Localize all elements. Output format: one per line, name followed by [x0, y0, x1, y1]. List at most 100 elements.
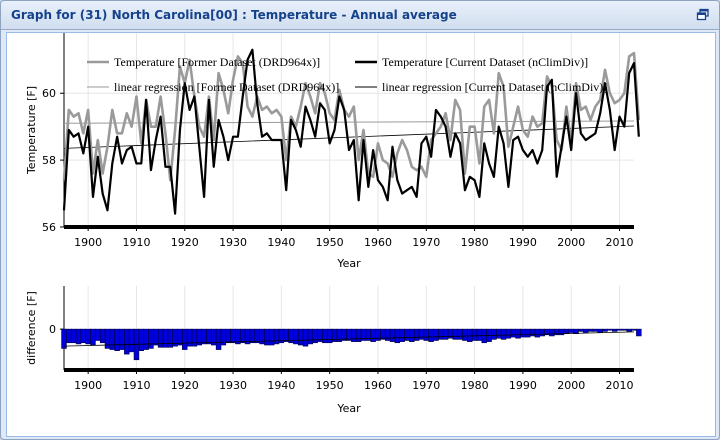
- difference-bar: [75, 328, 82, 345]
- difference-bar: [191, 328, 198, 347]
- difference-bar: [529, 328, 536, 337]
- difference-bar: [626, 328, 632, 332]
- x-tick-label: 1970: [412, 379, 440, 392]
- difference-bar: [462, 328, 468, 341]
- difference-bar: [148, 328, 154, 349]
- difference-bar: [240, 328, 246, 344]
- x-tick-label: 1940: [267, 379, 295, 392]
- series-current-temperature: [62, 48, 640, 215]
- window-titlebar[interactable]: Graph for (31) North Carolina[00] : Temp…: [1, 1, 719, 30]
- y-tick-label: 56: [42, 221, 56, 234]
- difference-bar: [95, 328, 101, 341]
- chart-panel: 56 58 60 Temperature [F] Temperature [Former…: [6, 32, 716, 437]
- x-tick-label: 2000: [557, 379, 585, 392]
- difference-chart: [60, 286, 642, 374]
- x-tick-label: 2010: [606, 236, 634, 249]
- difference-bar: [215, 328, 222, 350]
- x-tick-label: 1980: [461, 379, 489, 392]
- difference-bar: [384, 328, 391, 341]
- difference-bar: [109, 328, 116, 350]
- difference-bar: [428, 328, 434, 342]
- window-title: Graph for (31) North Carolina[00] : Temp…: [11, 8, 457, 22]
- x-tick-label: 1940: [267, 236, 295, 249]
- x-tick-label: 1910: [122, 379, 150, 392]
- difference-bar: [602, 328, 608, 332]
- difference-bar: [206, 328, 212, 345]
- difference-bar: [500, 328, 507, 340]
- difference-bar: [578, 328, 584, 332]
- difference-bar: [568, 328, 574, 333]
- difference-bar: [254, 328, 260, 344]
- difference-bar: [471, 328, 478, 341]
- difference-bar: [182, 328, 188, 350]
- difference-bar: [153, 328, 159, 346]
- x-tick-label: 1990: [509, 379, 537, 392]
- legend-entry: linear regression [Current Dataset (nCli…: [382, 80, 607, 94]
- difference-bar: [621, 328, 628, 331]
- difference-bar: [525, 328, 531, 338]
- difference-bar: [124, 328, 130, 355]
- difference-bar: [283, 328, 289, 342]
- difference-bar: [268, 328, 275, 346]
- difference-bar: [515, 328, 521, 339]
- difference-bar: [582, 328, 589, 333]
- difference-bar: [326, 328, 333, 344]
- difference-bar: [186, 328, 193, 347]
- difference-bar: [322, 328, 328, 344]
- difference-bar: [442, 328, 449, 340]
- difference-bar: [616, 328, 623, 331]
- x-tick-label: 1910: [122, 236, 150, 249]
- restore-window-icon[interactable]: [695, 7, 711, 23]
- difference-bar: [85, 328, 91, 345]
- difference-bar: [409, 328, 415, 342]
- x-tick-label: 1920: [171, 236, 199, 249]
- x-tick-label: 1930: [219, 236, 247, 249]
- chart-canvas: 56 58 60 Temperature [F] Temperature [Former…: [25, 33, 642, 415]
- difference-bar: [177, 328, 183, 346]
- difference-bar: [587, 328, 594, 332]
- difference-bar: [162, 328, 169, 348]
- difference-bar: [128, 328, 135, 353]
- x-tick-label: 1970: [412, 236, 440, 249]
- x-tick-label: 1980: [461, 236, 489, 249]
- difference-bar: [355, 328, 362, 342]
- difference-bar: [312, 328, 318, 344]
- y-tick-label: 58: [42, 154, 56, 167]
- difference-bar: [157, 328, 164, 348]
- difference-bar: [114, 328, 120, 352]
- x-axis-label: Year: [336, 257, 361, 270]
- regression-line-current: [63, 125, 635, 149]
- difference-bar: [510, 328, 516, 338]
- x-tick-label: 2010: [606, 379, 634, 392]
- difference-bar: [375, 328, 381, 341]
- difference-bar: [201, 328, 207, 345]
- legend-entry: Temperature [Current Dataset (nClimDiv)]: [382, 55, 588, 69]
- x-tick-label: 2000: [557, 236, 585, 249]
- difference-bar: [336, 328, 343, 342]
- difference-bar: [438, 328, 444, 340]
- x-tick-label: 1950: [316, 236, 344, 249]
- difference-regression-line: [63, 331, 635, 347]
- difference-bar: [264, 328, 270, 346]
- difference-bar: [273, 328, 280, 345]
- x-tick-label: 1900: [74, 379, 102, 392]
- difference-bar: [433, 328, 439, 341]
- series-former-temperature: [62, 51, 641, 182]
- difference-bar: [452, 328, 458, 340]
- difference-bar: [539, 328, 545, 337]
- difference-bar: [467, 328, 473, 342]
- legend-entry: linear regression [Former Dataset (DRD96…: [114, 80, 339, 94]
- difference-bar: [90, 328, 96, 346]
- difference-bar: [225, 328, 231, 344]
- difference-bar: [592, 328, 599, 332]
- difference-bar: [476, 328, 483, 341]
- difference-bar: [505, 328, 512, 339]
- difference-bar: [457, 328, 463, 340]
- difference-bar: [404, 328, 410, 341]
- difference-bar: [104, 328, 111, 349]
- y-tick-label: 0: [49, 323, 56, 336]
- x-tick-label: 1960: [364, 236, 392, 249]
- difference-bar: [389, 328, 396, 342]
- difference-bar: [249, 328, 256, 344]
- difference-bar: [549, 328, 555, 337]
